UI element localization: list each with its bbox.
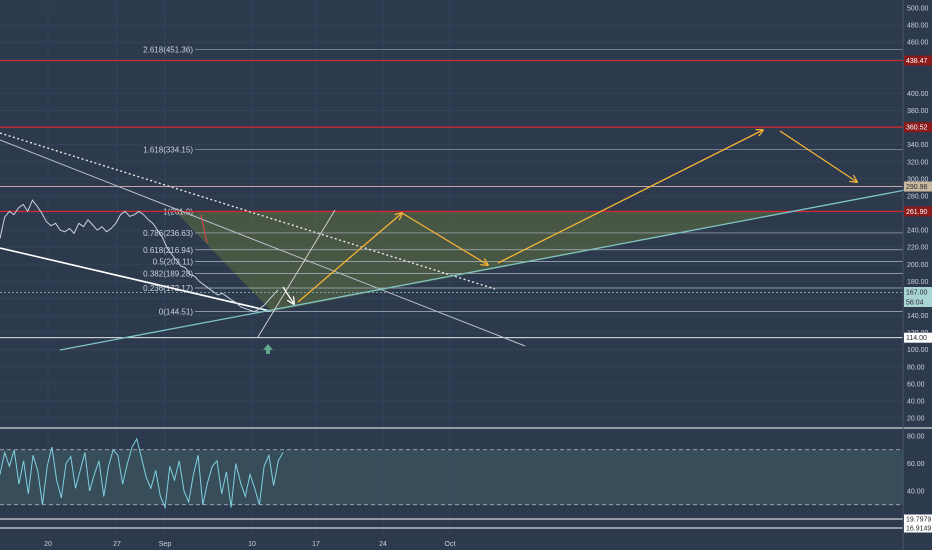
price-axis-tick-label: 380.00 bbox=[907, 108, 929, 115]
price-axis-tick-label: 500.00 bbox=[907, 6, 929, 13]
price-axis-tick-label: 40.00 bbox=[907, 398, 925, 405]
rsi-badge-label: 16.9149 bbox=[906, 526, 931, 533]
price-axis-tick-label: 280.00 bbox=[907, 193, 929, 200]
price-axis-tick-label: 220.00 bbox=[907, 245, 929, 252]
projection-arrow bbox=[497, 130, 763, 264]
white-support-line bbox=[0, 247, 271, 312]
price-axis-tick-label: 140.00 bbox=[907, 313, 929, 320]
rsi-badge-label: 19.7979 bbox=[906, 517, 931, 524]
price-badge bbox=[904, 55, 932, 66]
fib-level-label: 1.618(334.15) bbox=[143, 146, 193, 155]
rsi-axis-tick-label: 40.00 bbox=[907, 489, 925, 496]
price-axis-tick-label: 20.00 bbox=[907, 416, 925, 423]
price-badge-label: 261.90 bbox=[906, 209, 928, 216]
rsi-band-fill bbox=[0, 449, 903, 505]
fib-level-label: 2.618(451.36) bbox=[143, 46, 193, 55]
rsi-badge bbox=[904, 523, 932, 533]
price-badge-label: 360.52 bbox=[906, 125, 928, 132]
red-segment-line bbox=[200, 214, 208, 244]
price-axis-tick-label: 300.00 bbox=[907, 176, 929, 183]
price-badge-label: 438.47 bbox=[906, 58, 928, 65]
price-badge bbox=[904, 332, 932, 343]
time-axis-tick-label: 24 bbox=[379, 541, 387, 548]
dotted-resistance-line bbox=[0, 132, 496, 290]
projection-arrow bbox=[779, 130, 857, 182]
fib-level-label: 0.5(203.11) bbox=[153, 258, 194, 267]
fib-level-label: 0.236(172.17) bbox=[143, 284, 193, 293]
price-axis-tick-label: 400.00 bbox=[907, 91, 929, 98]
rsi-series-line bbox=[0, 437, 284, 510]
price-badge bbox=[904, 181, 932, 192]
time-axis-tick-label: Oct bbox=[445, 541, 456, 548]
price-axis-tick-label: 180.00 bbox=[907, 279, 929, 286]
price-badge-label: 56:04 bbox=[906, 300, 924, 307]
cyan-support-line bbox=[59, 184, 932, 351]
time-axis-tick-label: 17 bbox=[312, 541, 320, 548]
price-badge bbox=[904, 122, 932, 133]
price-axis-tick-label: 460.00 bbox=[907, 40, 929, 47]
projection-arrow bbox=[401, 212, 488, 265]
projection-arrow bbox=[282, 286, 294, 304]
price-series-line bbox=[0, 199, 279, 313]
grey-channel-line bbox=[0, 139, 526, 347]
time-axis-tick-label: 10 bbox=[248, 541, 256, 548]
fib-level-label: 0.618(216.94) bbox=[143, 246, 193, 255]
price-axis-tick-label: 200.00 bbox=[907, 262, 929, 269]
price-badge bbox=[904, 287, 932, 297]
price-axis-tick-label: 240.00 bbox=[907, 228, 929, 235]
rsi-badge bbox=[904, 514, 932, 524]
price-axis-tick-label: 480.00 bbox=[907, 23, 929, 30]
rsi-axis-tick-label: 60.00 bbox=[907, 461, 925, 468]
fib-level-label: 0.382(189.28) bbox=[143, 269, 193, 278]
time-axis-tick-label: 27 bbox=[113, 541, 121, 548]
projection-arrow bbox=[297, 213, 402, 303]
price-axis-tick-label: 100.00 bbox=[907, 347, 929, 354]
price-axis-tick-label: 60.00 bbox=[907, 381, 925, 388]
fan-line bbox=[257, 209, 336, 338]
price-axis-tick-label: 320.00 bbox=[907, 159, 929, 166]
time-axis-tick-label: 20 bbox=[44, 541, 52, 548]
price-axis-tick-label: 80.00 bbox=[907, 364, 925, 371]
price-axis-tick-label: 340.00 bbox=[907, 142, 929, 149]
up-arrow-icon bbox=[263, 344, 273, 354]
price-badge-label: 167.00 bbox=[906, 290, 928, 297]
fib-level-label: 0(144.51) bbox=[159, 308, 194, 317]
time-axis-tick-label: Sep bbox=[159, 541, 172, 548]
rsi-axis-tick-label: 80.00 bbox=[907, 434, 925, 441]
fib-level-label: 0.786(236.63) bbox=[143, 229, 193, 238]
price-badge bbox=[904, 206, 932, 217]
price-badge bbox=[904, 297, 932, 307]
price-badge-label: 290.98 bbox=[906, 184, 928, 191]
price-badge-label: 114.00 bbox=[906, 335, 927, 342]
